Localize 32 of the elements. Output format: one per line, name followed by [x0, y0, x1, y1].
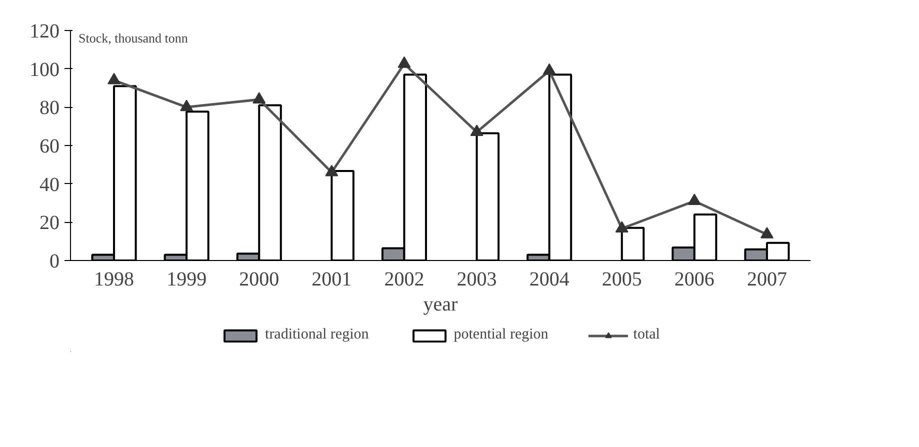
y-tick-label: 120 [30, 20, 60, 42]
point [688, 194, 701, 206]
x-tick-label: 2002 [384, 268, 424, 290]
x-tick-label: 2006 [674, 268, 714, 290]
point [398, 56, 411, 68]
y-tick-label: 60 [40, 136, 60, 158]
y-tick-label: 100 [30, 58, 60, 81]
x-tick-label: 1999 [166, 268, 207, 290]
y-tick-label: 80 [40, 97, 60, 120]
x-axis-title: year [423, 294, 458, 316]
point [470, 124, 484, 136]
x-tick-label: 2003 [456, 268, 497, 290]
y-axis-title: Stock, thousand tonn [78, 30, 188, 46]
point [615, 221, 628, 232]
point [325, 164, 338, 176]
legend-label: potential region [454, 326, 548, 344]
point [542, 63, 556, 75]
x-tick-label: 2007 [746, 268, 787, 290]
point [108, 72, 121, 84]
x-tick-label: 2001 [312, 268, 352, 290]
point [760, 227, 774, 238]
point [252, 92, 266, 104]
y-tick-label: 0 [50, 250, 60, 272]
y-tick-label: 20 [40, 212, 60, 234]
x-tick-label: 1998 [94, 268, 134, 290]
x-tick-label: 2005 [602, 268, 642, 290]
legend-label: traditional region [265, 326, 369, 344]
legend-label: total [633, 326, 660, 344]
point [180, 100, 194, 112]
x-tick-label: 2004 [529, 268, 570, 290]
y-tick-label: 40 [40, 174, 60, 196]
x-tick-label: 2000 [239, 268, 280, 290]
